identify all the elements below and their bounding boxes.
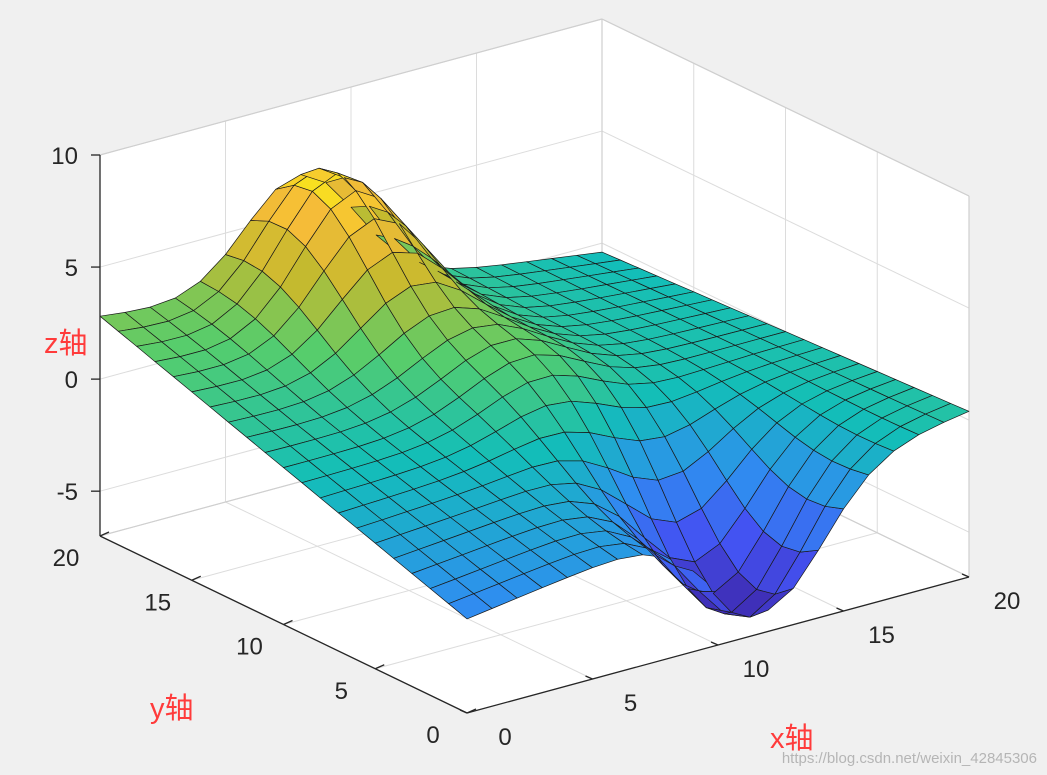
x-tick <box>961 573 970 578</box>
tick-labels: 0 5 10 15 20 0 5 10 15 20 -5 0 5 10 <box>51 143 1020 751</box>
z-tick-label: -5 <box>57 479 78 506</box>
y-tick-label: 0 <box>426 722 439 749</box>
z-tick-label: 5 <box>65 255 78 282</box>
y-tick-label: 5 <box>335 678 348 705</box>
y-tick <box>191 575 202 581</box>
z-axis-label: z轴 <box>44 327 88 360</box>
y-tick-label: 15 <box>144 589 171 616</box>
x-tick <box>836 607 844 612</box>
grid-line-z <box>601 130 970 309</box>
x-tick <box>710 641 719 646</box>
y-tick <box>283 619 293 626</box>
box-edge <box>99 18 603 156</box>
watermark: https://blog.csdn.net/weixin_42845306 <box>782 750 1037 767</box>
x-tick-label: 0 <box>498 724 511 751</box>
x-tick-label: 20 <box>994 588 1021 615</box>
z-tick-label: 10 <box>51 143 78 170</box>
axes <box>91 154 970 714</box>
z-tick-label: 0 <box>65 367 78 394</box>
y-tick-label: 10 <box>236 634 263 661</box>
x-tick-label: 15 <box>868 622 895 649</box>
y-tick <box>374 664 385 670</box>
x-tick <box>459 709 468 714</box>
x-tick-label: 10 <box>743 656 770 683</box>
y-tick-label: 20 <box>53 545 80 572</box>
x-tick <box>585 675 593 680</box>
y-tick <box>466 708 477 714</box>
y-axis-label: y轴 <box>150 692 194 725</box>
surface-mesh <box>99 167 970 620</box>
surface-face <box>925 403 970 423</box>
box-edge <box>601 18 970 197</box>
y-tick <box>99 531 110 537</box>
x-tick-label: 5 <box>624 690 637 717</box>
x-axis-label: x轴 <box>770 722 814 755</box>
